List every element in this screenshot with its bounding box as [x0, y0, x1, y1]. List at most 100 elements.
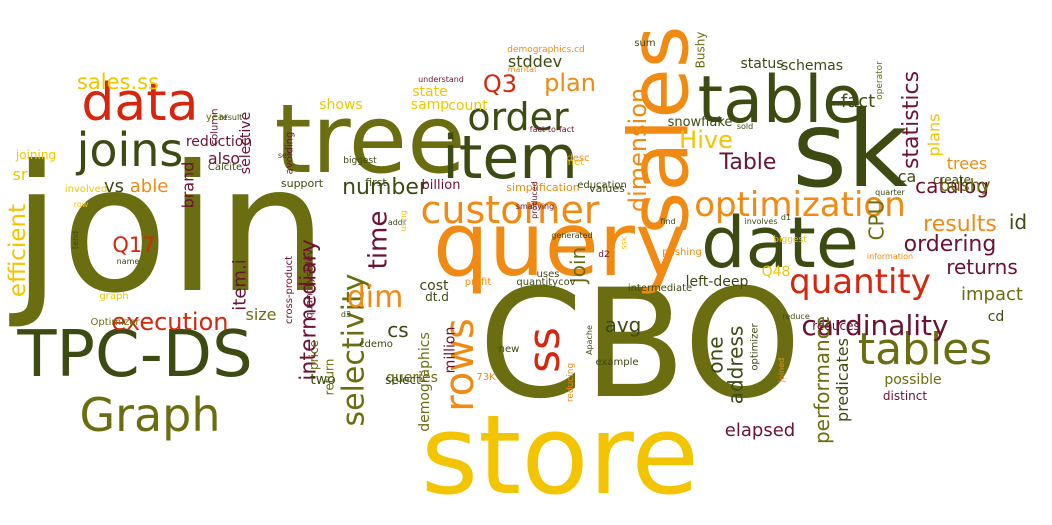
- cloud-word: biggest: [343, 155, 377, 166]
- cloud-word: execution: [111, 308, 229, 336]
- cloud-word: net: [567, 157, 585, 168]
- cloud-word: sales.ss: [76, 69, 160, 94]
- cloud-word: million: [441, 326, 458, 374]
- cloud-word: quantity: [789, 262, 931, 302]
- cloud-word: shows: [319, 97, 363, 113]
- cloud-word: profit: [464, 277, 492, 288]
- cloud-word: d1: [780, 213, 792, 222]
- cloud-word: demographics: [416, 332, 433, 432]
- cloud-word: trees: [946, 154, 988, 173]
- cloud-word: status: [740, 56, 784, 72]
- cloud-word: reduce: [782, 312, 810, 321]
- cloud-word: elapsed: [724, 420, 796, 441]
- cloud-word: operator: [874, 60, 885, 100]
- cloud-word: also: [207, 149, 241, 168]
- cloud-word: simplification: [506, 180, 580, 194]
- cloud-word: vs: [103, 176, 125, 197]
- cloud-word: quantitystdev: [305, 249, 316, 319]
- cloud-word: reduction: [185, 134, 253, 150]
- cloud-word: Optimizer: [90, 317, 140, 328]
- cloud-word: result: [219, 113, 243, 122]
- cloud-word: ordering: [903, 232, 997, 257]
- cloud-word: tend: [71, 230, 80, 250]
- cloud-word: sr: [12, 165, 28, 184]
- cloud-word: dt.d: [425, 290, 449, 304]
- cloud-word: create: [932, 173, 972, 187]
- cloud-word: smallying: [515, 202, 555, 211]
- cloud-word: schemas: [781, 58, 843, 74]
- cloud-word: demographics.cd: [507, 44, 585, 55]
- cloud-word: involves: [744, 217, 778, 226]
- cloud-word: fact: [840, 91, 876, 112]
- cloud-word: dimension: [623, 87, 652, 213]
- cloud-word: address: [722, 325, 747, 405]
- cloud-word: efficient: [5, 203, 32, 297]
- cloud-word: data: [81, 73, 199, 133]
- cloud-word: ss: [518, 327, 570, 373]
- cloud-word: Calcite: [207, 162, 243, 173]
- cloud-word: marital: [507, 65, 537, 74]
- cloud-word: id: [1008, 210, 1028, 234]
- cloud-word: generated: [551, 231, 593, 240]
- cloud-word: quantitycov: [516, 277, 576, 288]
- cloud-word: cross-product: [284, 256, 295, 324]
- cloud-word: optimizer: [749, 323, 761, 371]
- cloud-word: uses: [536, 269, 560, 280]
- cloud-word: new: [498, 344, 520, 355]
- cloud-word: brand: [178, 161, 197, 209]
- cloud-word: statistics: [898, 70, 924, 170]
- cloud-word: Graph: [79, 388, 221, 442]
- cloud-word: price: [307, 340, 321, 370]
- cloud-word: TPC-DS: [17, 318, 253, 392]
- cloud-word: CPU: [863, 199, 888, 241]
- cloud-word: set: [277, 151, 291, 160]
- cloud-word: avg: [604, 313, 642, 337]
- cloud-word: example: [595, 357, 639, 368]
- cloud-word: stddev: [507, 52, 563, 71]
- cloud-word: Q17: [112, 232, 156, 257]
- cloud-word: state: [412, 84, 448, 100]
- cloud-word: Bushy: [692, 31, 707, 69]
- cloud-word: customer: [420, 188, 600, 232]
- cloud-word: number: [342, 175, 428, 200]
- cloud-word: able: [129, 176, 169, 197]
- cloud-word: dim: [346, 280, 404, 315]
- cloud-word: Apache: [585, 325, 594, 355]
- cloud-word: cost: [419, 278, 449, 294]
- cloud-word: understand: [418, 75, 464, 84]
- cloud-word: using: [398, 210, 408, 232]
- cloud-word: query: [432, 193, 688, 296]
- cloud-word: biggest: [773, 234, 807, 245]
- cloud-word: row: [73, 200, 89, 209]
- cloud-word: select: [385, 373, 421, 387]
- cloud-word: quarter: [875, 188, 905, 197]
- cloud-word: cd: [987, 309, 1005, 325]
- cloud-word: one: [704, 336, 728, 374]
- cloud-word: information: [866, 252, 914, 261]
- cloud-word: catalog: [915, 174, 989, 198]
- cloud-word: date: [701, 202, 859, 284]
- cloud-word: bushy: [939, 175, 991, 196]
- cloud-word: name: [116, 257, 140, 266]
- cloud-word: joined: [776, 357, 786, 383]
- cloud-word: 73K: [476, 372, 496, 383]
- cloud-word: cs: [387, 318, 409, 342]
- cloud-word: count: [448, 98, 488, 114]
- cloud-word: billion: [421, 177, 461, 193]
- cloud-word: tables: [857, 324, 993, 375]
- cloud-word: CBO: [478, 258, 802, 432]
- cloud-word: impact: [961, 284, 1023, 305]
- cloud-word: first: [365, 175, 387, 189]
- cloud-word: cdemo: [359, 339, 393, 350]
- cloud-word: samp: [410, 97, 450, 113]
- cloud-word: predicates: [832, 338, 852, 422]
- cloud-word: d2: [598, 249, 610, 260]
- cloud-word: intermediate: [627, 283, 693, 294]
- cloud-word: two: [310, 372, 336, 388]
- cloud-word: size: [245, 305, 277, 324]
- cloud-word: store: [420, 391, 700, 519]
- cloud-word: table: [697, 62, 863, 138]
- cloud-word: tree: [274, 84, 466, 195]
- cloud-word: produced: [529, 181, 539, 219]
- cloud-word: snowflake: [667, 114, 733, 130]
